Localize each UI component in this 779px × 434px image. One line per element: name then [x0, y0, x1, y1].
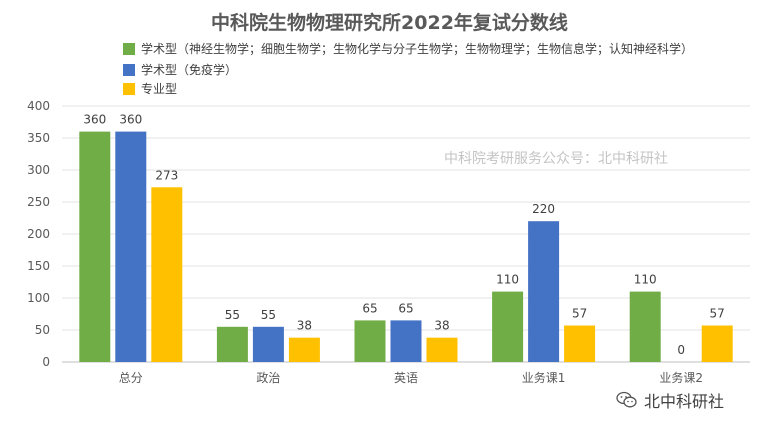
y-tick-label: 200 — [27, 227, 50, 241]
data-label: 220 — [532, 202, 555, 216]
bar — [564, 325, 596, 362]
legend-swatch-3 — [123, 82, 135, 95]
y-tick-label: 400 — [27, 99, 50, 113]
bar — [701, 325, 733, 362]
watermark: 中科院考研服务公众号：北中科研社 — [444, 151, 668, 167]
x-tick-label: 业务课2 — [659, 370, 703, 385]
x-tick-label: 业务课1 — [522, 370, 566, 385]
legend-label-2: 学术型（免疫学） — [141, 63, 238, 77]
data-label: 65 — [398, 301, 413, 315]
bar — [216, 326, 248, 362]
bar — [252, 326, 284, 362]
data-label: 273 — [155, 168, 178, 182]
y-tick-label: 300 — [27, 163, 50, 177]
data-label: 38 — [434, 319, 449, 333]
y-tick-label: 250 — [27, 195, 50, 209]
data-label: 38 — [297, 319, 312, 333]
bar — [629, 291, 661, 362]
wechat-icon — [616, 391, 637, 408]
bar — [492, 291, 524, 362]
footer-account: 北中科研社 — [616, 388, 724, 412]
data-label: 65 — [362, 301, 377, 315]
data-label: 110 — [496, 273, 519, 287]
data-label: 360 — [83, 113, 106, 127]
y-tick-label: 0 — [42, 355, 50, 369]
data-label: 360 — [119, 113, 142, 127]
bar — [528, 221, 560, 362]
y-tick-label: 100 — [27, 291, 50, 305]
data-label: 0 — [677, 343, 685, 357]
bar — [288, 337, 320, 362]
x-tick-label: 政治 — [256, 371, 280, 385]
bar — [151, 187, 183, 362]
footer-account-name: 北中科研社 — [644, 392, 725, 411]
legend-swatch-1 — [123, 42, 135, 55]
data-label: 57 — [710, 307, 725, 321]
legend-item-2: 学术型（免疫学） — [123, 61, 237, 78]
chart-title: 中科院生物物理研究所2022年复试分数线 — [211, 12, 568, 34]
data-label: 55 — [261, 308, 276, 322]
bar — [115, 131, 147, 362]
legend-item-3: 专业型 — [123, 80, 177, 97]
bar — [426, 337, 458, 362]
x-tick-label: 英语 — [394, 371, 418, 385]
bar — [390, 320, 422, 362]
y-tick-label: 150 — [27, 259, 50, 273]
data-label: 55 — [225, 308, 240, 322]
bar — [354, 320, 386, 362]
y-tick-label: 350 — [27, 131, 50, 145]
legend-swatch-2 — [123, 63, 135, 76]
data-label: 110 — [634, 273, 657, 287]
bar — [79, 131, 111, 362]
legend-label-3: 专业型 — [141, 82, 178, 96]
data-label: 57 — [572, 307, 587, 321]
x-tick-label: 总分 — [119, 371, 143, 385]
legend-label-1: 学术型（神经生物学；细胞生物学；生物化学与分子生物学；生物物理学；生物信息学；认… — [141, 42, 694, 56]
legend-item-1: 学术型（神经生物学；细胞生物学；生物化学与分子生物学；生物物理学；生物信息学；认… — [123, 40, 693, 57]
y-tick-label: 50 — [35, 323, 50, 337]
